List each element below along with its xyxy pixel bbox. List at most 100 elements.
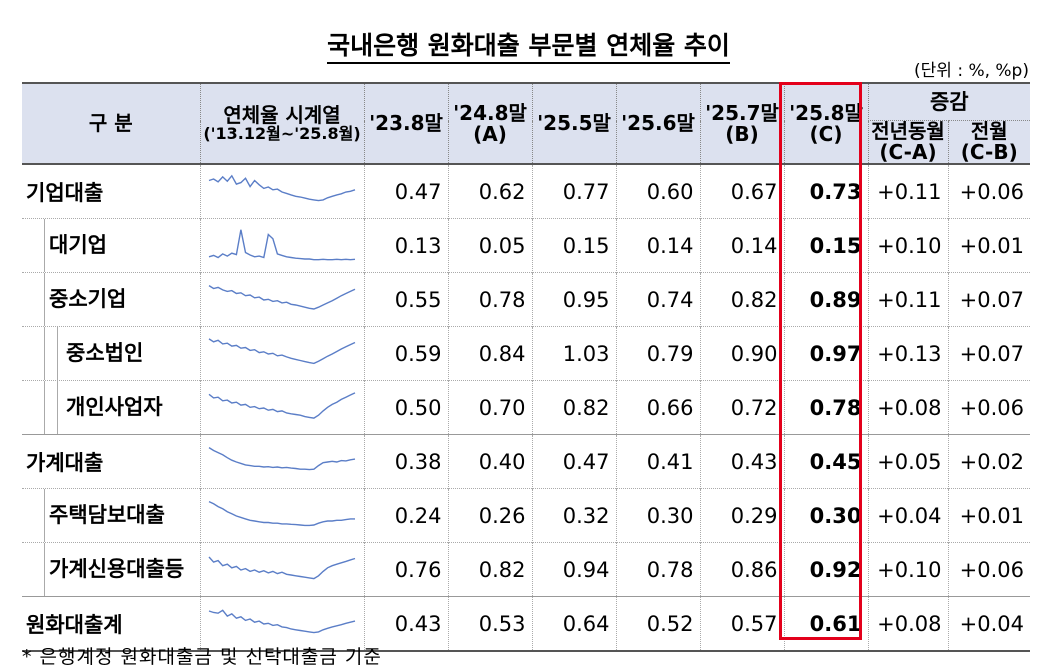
- value-cell: 0.76: [363, 542, 448, 597]
- value-cell: +0.04: [867, 488, 948, 543]
- sparkline-cell: [199, 434, 364, 489]
- header-mom: 전월 (C-B): [947, 120, 1031, 164]
- value-cell: 0.74: [615, 272, 700, 327]
- value-cell: 0.90: [699, 326, 784, 381]
- sparkline-series: [208, 229, 356, 260]
- header-change: 증감: [867, 83, 1031, 121]
- value-cell: 0.64: [531, 596, 616, 652]
- row-name-cell: 원화대출계: [22, 596, 200, 652]
- value-cell: 0.78: [615, 542, 700, 597]
- table-row: 주택담보대출 0.24 0.26 0.32 0.30 0.29 0.30 +0.04 +0.01: [22, 488, 1031, 543]
- footnote: * 은행계정 원화대출금 및 신탁대출금 기준: [22, 646, 382, 668]
- header-2505: '25.5말: [531, 83, 616, 164]
- table-row: 중소기업 0.55 0.78 0.95 0.74 0.82 0.89 +0.11 +0.07: [22, 272, 1031, 327]
- value-cell: +0.11: [867, 272, 948, 327]
- row-name: 중소기업: [44, 273, 200, 326]
- value-cell: +0.10: [867, 218, 948, 273]
- value-cell: 0.97: [783, 326, 868, 381]
- row-name: 개인사업자: [57, 381, 200, 434]
- value-cell: 0.95: [531, 272, 616, 327]
- indent-guide: 개인사업자: [44, 381, 200, 434]
- value-cell: 0.29: [699, 488, 784, 543]
- row-name-cell: 중소법인: [22, 326, 200, 381]
- value-cell: 0.43: [699, 434, 784, 489]
- value-cell: +0.13: [867, 326, 948, 381]
- header-category: 구 분: [22, 83, 200, 164]
- value-cell: 0.92: [783, 542, 868, 597]
- value-cell: 0.62: [447, 163, 532, 219]
- sparkline: [208, 229, 356, 260]
- value-cell: 0.55: [363, 272, 448, 327]
- row-name-cell: 주택담보대출: [22, 488, 200, 543]
- value-cell: 0.82: [531, 380, 616, 435]
- value-cell: 0.41: [615, 434, 700, 489]
- value-cell: 0.59: [363, 326, 448, 381]
- value-cell: 0.13: [363, 218, 448, 273]
- value-cell: +0.06: [947, 542, 1031, 597]
- header-2507: '25.7말 (B): [699, 83, 784, 164]
- header-2506: '25.6말: [615, 83, 700, 164]
- sparkline-cell: [199, 272, 364, 327]
- row-name-cell: 중소기업: [22, 272, 200, 327]
- value-cell: 0.82: [699, 272, 784, 327]
- value-cell: 0.47: [531, 434, 616, 489]
- table-row: 대기업 0.13 0.05 0.15 0.14 0.14 0.15 +0.10 +0.01: [22, 218, 1031, 273]
- sparkline-cell: [199, 326, 364, 381]
- value-cell: +0.11: [867, 163, 948, 219]
- value-cell: 0.79: [615, 326, 700, 381]
- sparkline-cell: [199, 163, 364, 219]
- value-cell: 0.15: [783, 218, 868, 273]
- value-cell: 0.30: [615, 488, 700, 543]
- row-name: 기업대출: [26, 180, 104, 205]
- sparkline-series: [208, 556, 356, 579]
- value-cell: 0.61: [783, 596, 868, 652]
- sparkline-cell: [199, 488, 364, 543]
- row-name: 주택담보대출: [44, 489, 200, 542]
- page-title: 국내은행 원화대출 부문별 연체율 추이: [0, 26, 1057, 64]
- value-cell: 0.57: [699, 596, 784, 652]
- delinquency-table: 구 분 연체율 시계열 ('13.12월~'25.8월) '23.8말 '24.…: [22, 82, 1031, 652]
- value-cell: 0.47: [363, 163, 448, 219]
- row-name: 가계대출: [26, 450, 104, 475]
- sparkline: [208, 337, 356, 364]
- value-cell: 0.50: [363, 380, 448, 435]
- row-name: 원화대출계: [26, 612, 123, 637]
- value-cell: +0.08: [867, 380, 948, 435]
- value-cell: 0.77: [531, 163, 616, 219]
- sparkline-series: [208, 337, 356, 364]
- sparkline: [208, 284, 356, 310]
- value-cell: 0.30: [783, 488, 868, 543]
- value-cell: 0.14: [699, 218, 784, 273]
- value-cell: 0.86: [699, 542, 784, 597]
- value-cell: 0.43: [363, 596, 448, 652]
- table-row: 중소법인 0.59 0.84 1.03 0.79 0.90 0.97 +0.13 +0.07: [22, 326, 1031, 381]
- value-cell: +0.06: [947, 380, 1031, 435]
- value-cell: 0.70: [447, 380, 532, 435]
- value-cell: 0.52: [615, 596, 700, 652]
- sparkline-series: [208, 500, 355, 526]
- value-cell: 0.45: [783, 434, 868, 489]
- row-name-cell: 가계대출: [22, 434, 200, 489]
- value-cell: 1.03: [531, 326, 616, 381]
- header-yoy: 전년동월 (C-A): [867, 120, 948, 164]
- row-name-cell: 가계신용대출등: [22, 542, 200, 597]
- header-spark-title: 연체율 시계열: [223, 102, 341, 127]
- value-cell: +0.07: [947, 326, 1031, 381]
- value-cell: 0.67: [699, 163, 784, 219]
- row-name-cell: 개인사업자: [22, 380, 200, 435]
- sparkline: [208, 556, 356, 579]
- value-cell: +0.04: [947, 596, 1031, 652]
- header-2508: '25.8말 (C): [783, 83, 868, 164]
- value-cell: 0.94: [531, 542, 616, 597]
- value-cell: 0.78: [447, 272, 532, 327]
- value-cell: 0.32: [531, 488, 616, 543]
- value-cell: 0.84: [447, 326, 532, 381]
- value-cell: +0.10: [867, 542, 948, 597]
- table-row: 기업대출 0.47 0.62 0.77 0.60 0.67 0.73 +0.11 +0.06: [22, 163, 1031, 219]
- sparkline-cell: [199, 380, 364, 435]
- header-spark: 연체율 시계열 ('13.12월~'25.8월): [199, 83, 364, 164]
- sparkline: [208, 391, 356, 419]
- value-cell: 0.66: [615, 380, 700, 435]
- sparkline-cell: [199, 218, 364, 273]
- value-cell: 0.89: [783, 272, 868, 327]
